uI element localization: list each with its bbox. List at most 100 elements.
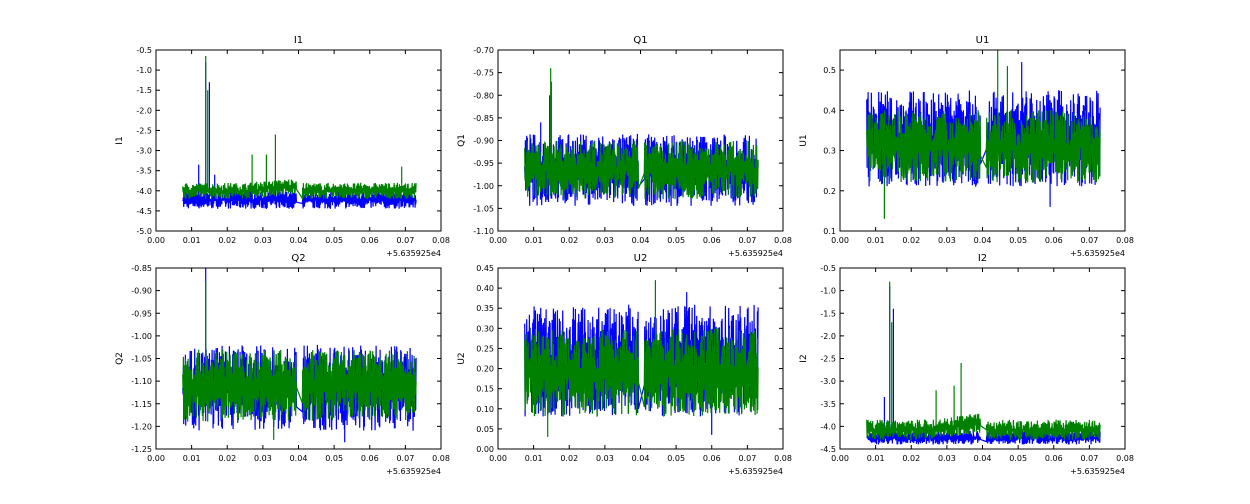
x-tick-label: 0.07	[396, 236, 414, 245]
y-tick-label: -0.90	[131, 287, 152, 296]
y-tick-label: -2.0	[820, 332, 836, 341]
y-tick-label: -0.85	[131, 264, 152, 273]
y-tick-label: 0.40	[476, 284, 494, 293]
axes-frame	[839, 267, 1126, 450]
x-tick-label: 0.03	[254, 236, 272, 245]
x-tick-label: 0.00	[489, 454, 507, 463]
x-tick-label: 0.07	[1080, 454, 1098, 463]
x-tick-label: 0.05	[1009, 454, 1027, 463]
y-tick-label: -1.05	[131, 355, 152, 364]
x-tick-label: 0.00	[147, 236, 165, 245]
y-tick-label: 0.4	[823, 106, 836, 115]
y-tick-label: 0.1	[823, 227, 836, 236]
x-tick-label: 0.04	[632, 236, 650, 245]
x-tick-label: 0.01	[867, 236, 885, 245]
y-tick-label: 0.10	[476, 405, 494, 414]
y-tick-label: -3.5	[136, 167, 152, 176]
y-tick-label: -4.0	[820, 422, 836, 431]
series-line-blue	[182, 62, 417, 209]
x-tick-label: 0.03	[254, 454, 272, 463]
x-offset-label: +5.635925e4	[728, 467, 783, 476]
series-line-green	[866, 281, 1101, 440]
x-tick-label: 0.05	[1009, 236, 1027, 245]
x-tick-label: 0.07	[738, 454, 756, 463]
y-tick-label: -1.0	[820, 287, 836, 296]
y-tick-label: 0.2	[823, 187, 836, 196]
subplot-U2: U2 U2 0.00 0.01 0.02 0.03 0.04 0.05 0.06 0.07 0.08…	[457, 253, 792, 476]
x-tick-label: 0.04	[632, 454, 650, 463]
y-tick-label: -1.10	[473, 227, 494, 236]
x-tick-label: 0.02	[902, 236, 920, 245]
subplot-title: Q2	[291, 253, 305, 264]
series-line-green	[182, 281, 417, 440]
series-line-green	[524, 280, 759, 437]
y-axis-label: U2	[457, 352, 467, 364]
subplot-I1: I1 I1 0.00 0.01 0.02 0.03 0.04 0.05 0.06 0.07 0.08…	[115, 35, 450, 258]
x-tick-label: 0.02	[902, 454, 920, 463]
y-tick-label: -0.90	[473, 137, 494, 146]
y-tick-label: -1.25	[131, 445, 152, 454]
x-tick-label: 0.02	[560, 236, 578, 245]
y-axis-label: I1	[115, 136, 125, 144]
x-tick-label: 0.00	[831, 236, 849, 245]
x-tick-label: 0.08	[1116, 454, 1134, 463]
x-offset-label: +5.635925e4	[1070, 467, 1125, 476]
y-tick-label: -1.0	[136, 66, 152, 75]
x-tick-label: 0.07	[1080, 236, 1098, 245]
y-tick-label: -1.5	[136, 86, 152, 95]
y-tick-label: 0.15	[476, 385, 494, 394]
y-tick-label: -0.80	[473, 91, 494, 100]
series-line-green	[182, 56, 417, 201]
x-tick-label: 0.01	[183, 454, 201, 463]
y-tick-label: 0.45	[476, 264, 494, 273]
x-tick-label: 0.08	[774, 236, 792, 245]
y-tick-label: -2.0	[136, 106, 152, 115]
series-line-green	[524, 68, 759, 200]
series-line-green	[866, 50, 1101, 219]
x-tick-label: 0.07	[396, 454, 414, 463]
x-tick-label: 0.00	[831, 454, 849, 463]
subplot-title: I1	[294, 35, 303, 46]
y-tick-label: -5.0	[136, 227, 152, 236]
x-offset-label: +5.635925e4	[1070, 249, 1125, 258]
y-tick-label: 0.20	[476, 365, 494, 374]
y-axis-label: Q1	[457, 134, 467, 147]
x-tick-label: 0.05	[667, 454, 685, 463]
y-axis-label: Q2	[115, 352, 125, 365]
subplot-title: Q1	[633, 35, 647, 46]
x-tick-label: 0.04	[974, 454, 992, 463]
y-tick-label: 0.05	[476, 425, 494, 434]
x-offset-label: +5.635925e4	[728, 249, 783, 258]
y-tick-label: -3.5	[820, 400, 836, 409]
y-tick-label: -3.0	[820, 377, 836, 386]
y-tick-label: -4.0	[136, 187, 152, 196]
x-tick-label: 0.02	[218, 236, 236, 245]
series-line-blue	[182, 268, 417, 443]
y-tick-label: 0.30	[476, 324, 494, 333]
y-tick-label: 0.00	[476, 445, 494, 454]
y-tick-label: -0.95	[473, 159, 494, 168]
series-line-blue	[866, 286, 1101, 445]
x-offset-label: +5.635925e4	[386, 467, 441, 476]
y-tick-label: -0.75	[473, 69, 494, 78]
y-tick-label: -1.5	[820, 309, 836, 318]
x-tick-label: 0.06	[1045, 236, 1063, 245]
y-tick-label: 0.3	[823, 147, 836, 156]
x-tick-label: 0.02	[560, 454, 578, 463]
subplot-Q2: Q2 Q2 0.00 0.01 0.02 0.03 0.04 0.05 0.06 0.07 0.08…	[115, 253, 450, 476]
y-tick-label: -0.95	[131, 309, 152, 318]
y-tick-label: -1.05	[473, 204, 494, 213]
x-tick-label: 0.03	[596, 454, 614, 463]
x-tick-label: 0.00	[147, 454, 165, 463]
y-tick-label: -0.5	[820, 264, 836, 273]
y-tick-label: -1.00	[131, 332, 152, 341]
y-tick-label: 0.5	[823, 66, 836, 75]
y-tick-label: -3.0	[136, 147, 152, 156]
x-tick-label: 0.01	[525, 454, 543, 463]
x-tick-label: 0.06	[703, 236, 721, 245]
x-tick-label: 0.01	[525, 236, 543, 245]
x-tick-label: 0.01	[867, 454, 885, 463]
y-tick-label: 0.25	[476, 344, 494, 353]
y-tick-label: 0.35	[476, 304, 494, 313]
x-tick-label: 0.03	[596, 236, 614, 245]
